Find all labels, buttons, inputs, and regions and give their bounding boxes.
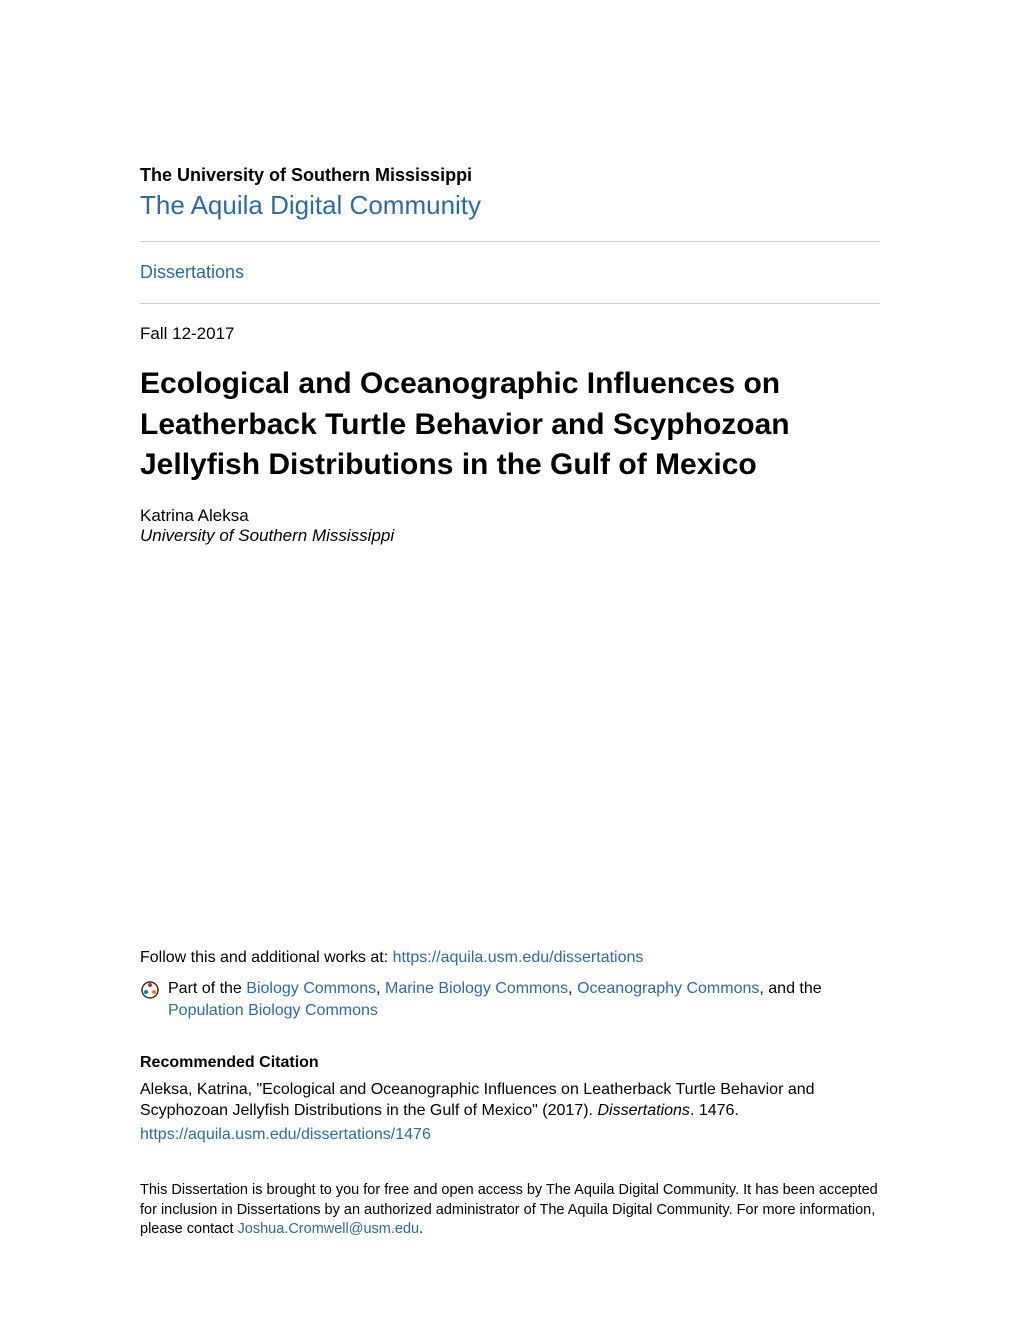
biology-commons-link[interactable]: Biology Commons [246,980,376,997]
footer-text: This Dissertation is brought to you for … [140,1181,880,1240]
commons-prefix: Part of the [168,980,246,997]
community-link[interactable]: The Aquila Digital Community [140,190,880,221]
main-content: Fall 12-2017 Ecological and Oceanographi… [140,324,880,546]
population-biology-commons-link[interactable]: Population Biology Commons [168,1002,378,1019]
commons-sep1: , [376,980,385,997]
citation-link[interactable]: https://aquila.usm.edu/dissertations/147… [140,1124,880,1146]
follow-text: Follow this and additional works at: [140,949,393,966]
citation-italic: Dissertations [597,1102,689,1119]
footer-text-2: . [419,1221,423,1237]
page-header: The University of Southern Mississippi T… [140,165,880,304]
follow-link[interactable]: https://aquila.usm.edu/dissertations [393,949,644,966]
author-name: Katrina Aleksa [140,506,880,526]
citation-text-2: . 1476. [690,1102,739,1119]
divider-bottom [140,303,880,304]
institution-name: The University of Southern Mississippi [140,165,880,186]
follow-line: Follow this and additional works at: htt… [140,947,880,969]
author-affiliation: University of Southern Mississippi [140,526,880,546]
commons-sep2: , [568,980,577,997]
citation-heading: Recommended Citation [140,1052,880,1074]
contact-email-link[interactable]: Joshua.Cromwell@usm.edu [238,1221,420,1237]
bottom-section: Follow this and additional works at: htt… [140,947,880,1240]
commons-text: Part of the Biology Commons, Marine Biol… [168,978,880,1023]
paper-title: Ecological and Oceanographic Influences … [140,364,880,486]
commons-line: Part of the Biology Commons, Marine Biol… [140,978,880,1023]
commons-sep3: , and the [759,980,821,997]
oceanography-commons-link[interactable]: Oceanography Commons [577,980,759,997]
marine-biology-commons-link[interactable]: Marine Biology Commons [385,980,568,997]
citation-body: Aleksa, Katrina, "Ecological and Oceanog… [140,1079,880,1122]
publication-date: Fall 12-2017 [140,324,880,344]
dissertations-link[interactable]: Dissertations [140,242,880,303]
commons-network-icon [140,980,160,1007]
